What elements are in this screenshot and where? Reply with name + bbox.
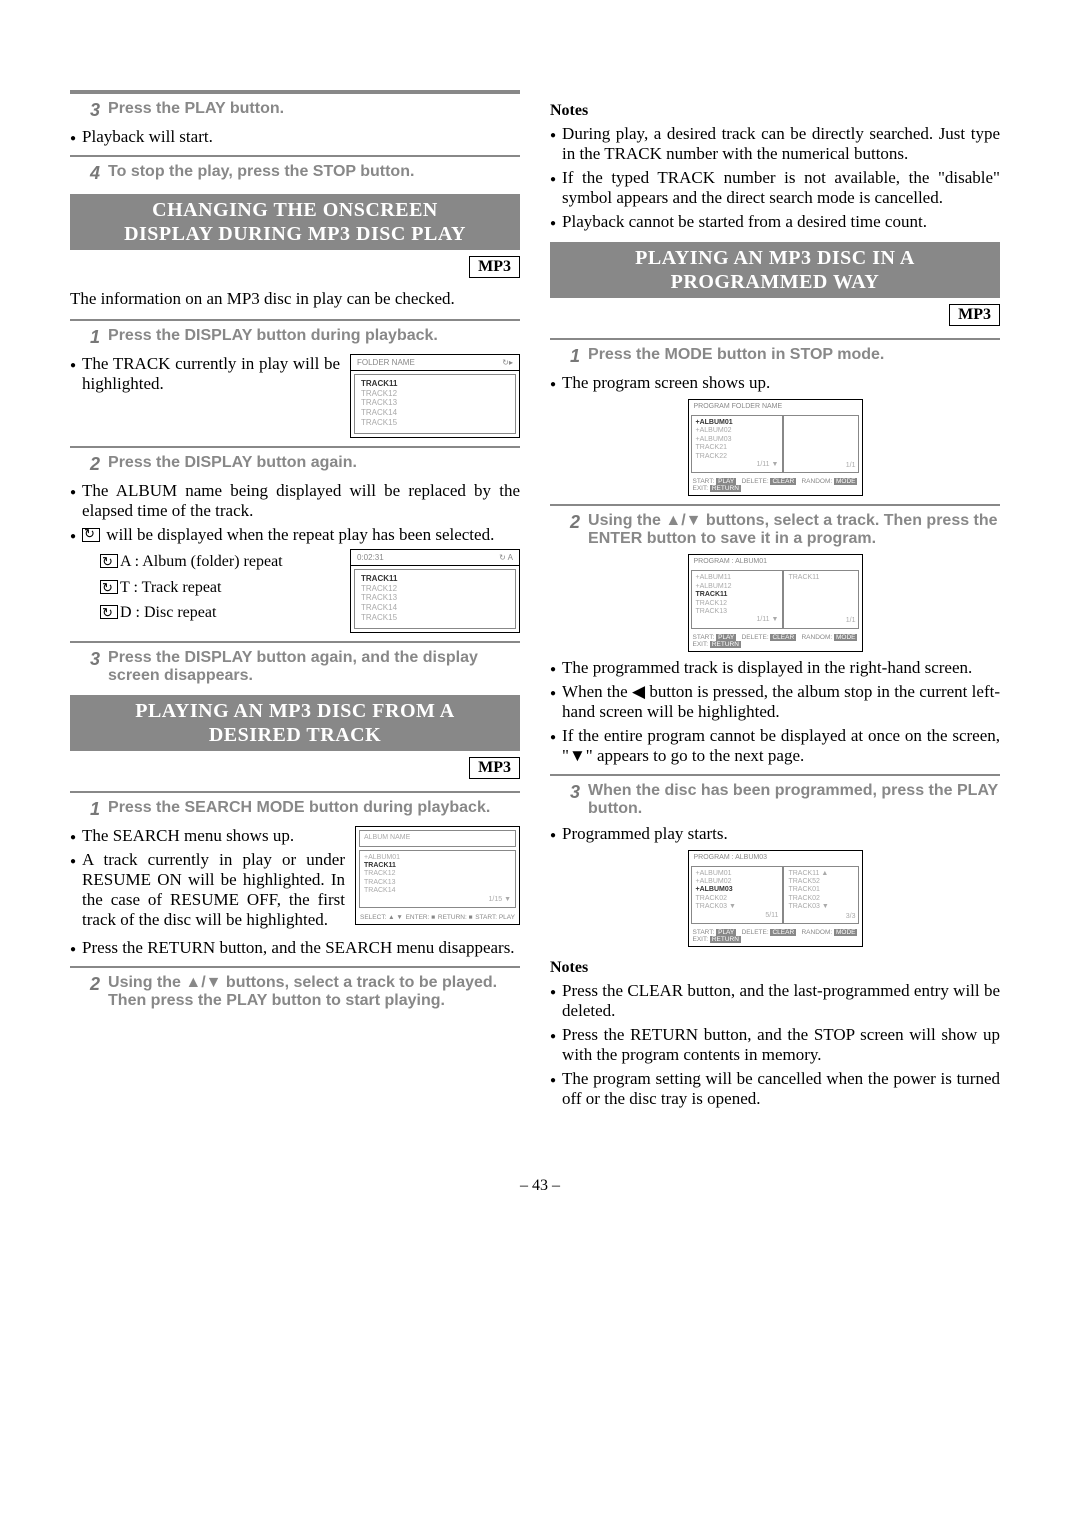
paragraph: The information on an MP3 disc in play c… <box>70 288 520 309</box>
notes-heading: Notes <box>550 102 1000 120</box>
page-number: – 43 – <box>520 1177 560 1194</box>
bullet-prog-right: The programmed track is displayed in the… <box>550 658 1000 678</box>
step-text: Press the PLAY button. <box>108 100 520 118</box>
step-2-search: 2 Using the ▲/▼ buttons, select a track … <box>70 974 520 1010</box>
screen-program-album01: PROGRAM : ALBUM01 +ALBUM11 +ALBUM12 TRAC… <box>688 554 863 651</box>
step-2-select-track: 2 Using the ▲/▼ buttons, select a track.… <box>550 512 1000 548</box>
step-text: To stop the play, press the STOP button. <box>108 163 520 181</box>
note-1: During play, a desired track can be dire… <box>550 124 1000 164</box>
bullet-playback: Playback will start. <box>70 127 520 147</box>
section-header-onscreen: CHANGING THE ONSCREENDISPLAY DURING MP3 … <box>70 194 520 250</box>
step-1-display: 1 Press the DISPLAY button during playba… <box>70 327 520 348</box>
screen-program-folder: PROGRAM FOLDER NAME +ALBUM01 +ALBUM02 +A… <box>688 399 863 496</box>
bullet-return: Press the RETURN button, and the SEARCH … <box>70 938 520 958</box>
mp3-badge: MP3 <box>469 256 520 278</box>
step-2-display: 2 Press the DISPLAY button again. <box>70 454 520 475</box>
note-b3: The program setting will be cancelled wh… <box>550 1069 1000 1109</box>
screen-elapsed: 0:02:31↻ A TRACK11 TRACK12 TRACK13 TRACK… <box>350 549 520 633</box>
mp3-badge: MP3 <box>949 304 1000 326</box>
bullet-programmed-play: Programmed play starts. <box>550 824 1000 844</box>
note-b2: Press the RETURN button, and the STOP sc… <box>550 1025 1000 1065</box>
bullet-track-highlight: The TRACK currently in play will be high… <box>70 354 340 394</box>
step-1-search: 1 Press the SEARCH MODE button during pl… <box>70 799 520 820</box>
repeat-play-icon: ↻▸ <box>502 358 513 367</box>
note-3: Playback cannot be started from a desire… <box>550 212 1000 232</box>
step-number: 4 <box>90 163 100 184</box>
note-2: If the typed TRACK number is not availab… <box>550 168 1000 208</box>
step-number: 3 <box>90 100 100 121</box>
bullet-prog-left: When the ◀ button is pressed, the album … <box>550 682 1000 722</box>
section-header-desired-track: PLAYING AN MP3 DISC FROM ADESIRED TRACK <box>70 695 520 751</box>
bullet-album-elapsed: The ALBUM name being displayed will be r… <box>70 481 520 521</box>
bullet-search-menu: The SEARCH menu shows up. <box>70 826 345 846</box>
screen-program-album03: PROGRAM : ALBUM03 +ALBUM01 +ALBUM02 +ALB… <box>688 850 863 947</box>
bullet-program-screen: The program screen shows up. <box>550 373 1000 393</box>
step-3-play: 3 When the disc has been programmed, pre… <box>550 782 1000 818</box>
step-4: 4 To stop the play, press the STOP butto… <box>70 163 520 184</box>
page-footer: EN 01A11 – 43 – <box>0 1177 1080 1195</box>
bullet-repeat-icon: will be displayed when the repeat play h… <box>70 525 520 545</box>
repeat-icon <box>82 528 100 542</box>
bullet-resume: A track currently in play or under RESUM… <box>70 850 345 930</box>
step-3: 3 Press the PLAY button. <box>70 100 520 121</box>
screen-search: ALBUM NAME +ALBUM01 TRACK11 TRACK12 TRAC… <box>355 826 520 925</box>
step-1-mode: 1 Press the MODE button in STOP mode. <box>550 346 1000 367</box>
repeat-a-icon: ↻ A <box>499 553 513 562</box>
step-3-display: 3 Press the DISPLAY button again, and th… <box>70 649 520 685</box>
screen-folder: FOLDER NAME↻▸ TRACK11 TRACK12 TRACK13 TR… <box>350 354 520 438</box>
notes-heading-2: Notes <box>550 959 1000 977</box>
note-b1: Press the CLEAR button, and the last-pro… <box>550 981 1000 1021</box>
bullet-prog-page: If the entire program cannot be displaye… <box>550 726 1000 766</box>
mp3-badge: MP3 <box>469 757 520 779</box>
section-header-programmed: PLAYING AN MP3 DISC IN APROGRAMMED WAY <box>550 242 1000 298</box>
